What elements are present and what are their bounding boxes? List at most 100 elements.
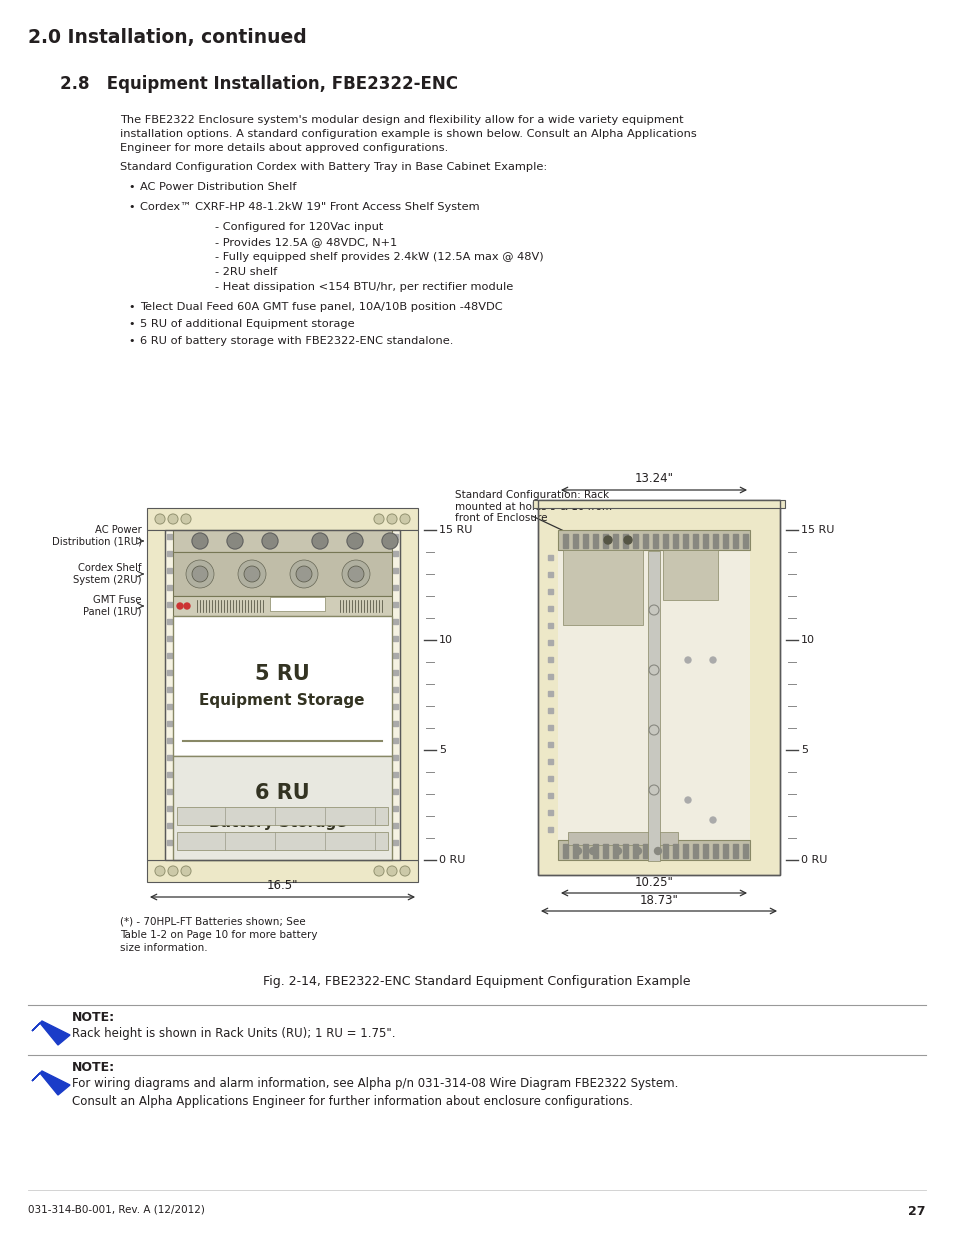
Text: 2.0 Installation, continued: 2.0 Installation, continued xyxy=(28,28,307,47)
Bar xyxy=(393,585,397,590)
Bar xyxy=(165,530,399,860)
Bar xyxy=(167,551,172,556)
Bar xyxy=(533,500,784,508)
Text: Cordex Shelf
System (2RU): Cordex Shelf System (2RU) xyxy=(73,563,142,585)
Circle shape xyxy=(623,536,631,543)
Bar xyxy=(172,597,392,616)
Bar xyxy=(167,755,172,760)
Circle shape xyxy=(381,534,397,550)
Text: - Fully equipped shelf provides 2.4kW (12.5A max @ 48V): - Fully equipped shelf provides 2.4kW (1… xyxy=(214,252,543,262)
Text: NOTE:: NOTE: xyxy=(71,1011,115,1024)
Circle shape xyxy=(387,514,396,524)
Bar xyxy=(393,601,397,606)
Bar xyxy=(593,534,598,548)
Bar xyxy=(393,806,397,811)
Bar xyxy=(682,534,687,548)
Bar xyxy=(573,844,578,858)
Circle shape xyxy=(181,866,191,876)
Bar xyxy=(393,636,397,641)
Bar xyxy=(172,756,392,860)
Text: Engineer for more details about approved configurations.: Engineer for more details about approved… xyxy=(120,143,448,153)
Bar xyxy=(547,606,553,611)
Bar xyxy=(172,552,392,597)
Text: •: • xyxy=(128,182,134,191)
Bar xyxy=(393,739,397,743)
Bar xyxy=(558,530,749,550)
Text: 10: 10 xyxy=(438,635,453,645)
Bar xyxy=(167,601,172,606)
Text: 16.5": 16.5" xyxy=(266,879,297,892)
Bar xyxy=(732,534,738,548)
Text: - Heat dissipation <154 BTU/hr, per rectifier module: - Heat dissipation <154 BTU/hr, per rect… xyxy=(214,282,513,291)
Bar xyxy=(562,550,642,625)
Bar xyxy=(613,844,618,858)
Bar xyxy=(558,840,749,860)
Bar xyxy=(662,550,718,600)
Bar xyxy=(167,806,172,811)
Bar xyxy=(167,789,172,794)
Bar xyxy=(562,844,567,858)
Circle shape xyxy=(237,559,266,588)
Circle shape xyxy=(603,536,612,543)
Bar xyxy=(573,534,578,548)
Bar xyxy=(172,616,392,756)
Bar xyxy=(147,508,417,530)
Bar xyxy=(652,534,658,548)
Bar xyxy=(393,687,397,692)
Bar xyxy=(662,534,667,548)
Bar xyxy=(547,708,553,713)
Bar xyxy=(622,844,627,858)
Bar xyxy=(393,653,397,658)
Bar xyxy=(547,572,553,577)
Bar xyxy=(167,619,172,624)
Bar xyxy=(393,823,397,827)
Bar xyxy=(547,742,553,747)
Bar xyxy=(547,622,553,629)
Circle shape xyxy=(177,603,183,609)
Bar xyxy=(167,671,172,676)
Bar xyxy=(167,840,172,845)
Text: Equipment Storage: Equipment Storage xyxy=(199,694,364,709)
Circle shape xyxy=(348,566,364,582)
Text: installation options. A standard configuration example is shown below. Consult a: installation options. A standard configu… xyxy=(120,128,696,140)
Bar xyxy=(712,534,718,548)
Circle shape xyxy=(168,514,178,524)
Circle shape xyxy=(399,514,410,524)
Bar xyxy=(393,704,397,709)
Bar xyxy=(172,530,392,552)
Circle shape xyxy=(192,534,208,550)
Text: NOTE:: NOTE: xyxy=(71,1061,115,1074)
Bar xyxy=(652,844,658,858)
Bar xyxy=(642,534,647,548)
Bar xyxy=(393,772,397,777)
Text: 5 RU: 5 RU xyxy=(254,664,309,684)
Circle shape xyxy=(192,566,208,582)
Bar xyxy=(537,500,780,876)
Bar xyxy=(642,844,647,858)
Text: AC Power Distribution Shelf: AC Power Distribution Shelf xyxy=(140,182,296,191)
Bar xyxy=(167,704,172,709)
Bar xyxy=(167,585,172,590)
Bar xyxy=(712,844,718,858)
Circle shape xyxy=(709,657,716,663)
Text: 0 RU: 0 RU xyxy=(438,855,465,864)
Text: 15 RU: 15 RU xyxy=(438,525,472,535)
Text: 2.8   Equipment Installation, FBE2322-ENC: 2.8 Equipment Installation, FBE2322-ENC xyxy=(60,75,457,93)
Bar xyxy=(167,534,172,538)
Bar xyxy=(167,721,172,726)
Circle shape xyxy=(295,566,312,582)
Text: 0 RU: 0 RU xyxy=(801,855,826,864)
Bar xyxy=(593,844,598,858)
Bar xyxy=(692,844,698,858)
Bar xyxy=(393,568,397,573)
Text: Rack height is shown in Rack Units (RU); 1 RU = 1.75".: Rack height is shown in Rack Units (RU);… xyxy=(71,1028,395,1040)
Bar xyxy=(702,534,707,548)
Text: 6 RU: 6 RU xyxy=(254,783,309,803)
Text: •: • xyxy=(128,303,134,312)
Text: 15 RU: 15 RU xyxy=(801,525,834,535)
Bar xyxy=(547,760,553,764)
Text: 5 RU of additional Equipment storage: 5 RU of additional Equipment storage xyxy=(140,319,355,329)
Text: For wiring diagrams and alarm information, see Alpha p/n 031-314-08 Wire Diagram: For wiring diagrams and alarm informatio… xyxy=(71,1077,678,1108)
Bar xyxy=(672,844,678,858)
Circle shape xyxy=(244,566,260,582)
